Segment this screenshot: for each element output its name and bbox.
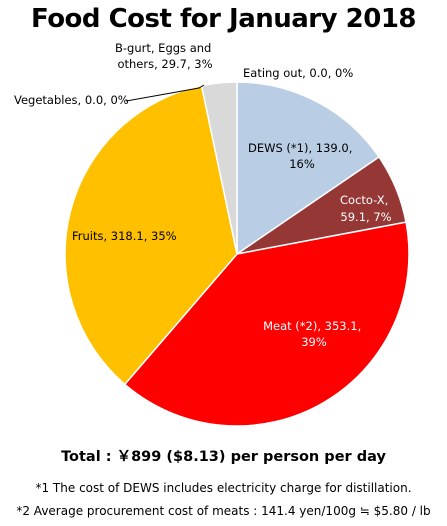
label-vegetables: Vegetables, 0.0, 0%: [14, 93, 129, 107]
pie-slice-dews-1: [236, 81, 381, 256]
pie-slice-b-gurt-eggs-and-others: [200, 81, 238, 255]
leader-lines: [125, 84, 205, 102]
chart-title: Food Cost for January 2018: [30, 4, 417, 34]
footnote-meat: *2 Average procurement cost of meats : 1…: [16, 504, 431, 518]
label-eating-out: Eating out, 0.0, 0%: [243, 66, 353, 80]
footnote-dews: *1 The cost of DEWS includes electricity…: [35, 481, 412, 495]
pie-chart: Eating out, 0.0, 0% DEWS (*1), 139.0, 16…: [14, 41, 410, 427]
label-cocto-x: Cocto-X, 59.1, 7%: [340, 193, 392, 224]
leader-line-vegetables: [125, 84, 205, 102]
total-line: Total : ￥899 ($8.13) per person per day: [61, 449, 386, 465]
label-meat: Meat (*2), 353.1, 39%: [263, 319, 365, 349]
label-bgurt: B-gurt, Eggs and others, 29.7, 3%: [115, 41, 215, 71]
pie-slice-meat-2: [123, 221, 410, 427]
label-dews: DEWS (*1), 139.0, 16%: [248, 141, 356, 171]
pie-slice-fruits: [64, 84, 238, 386]
pie-slices: [64, 81, 410, 427]
label-fruits: Fruits, 318.1, 35%: [72, 229, 177, 243]
